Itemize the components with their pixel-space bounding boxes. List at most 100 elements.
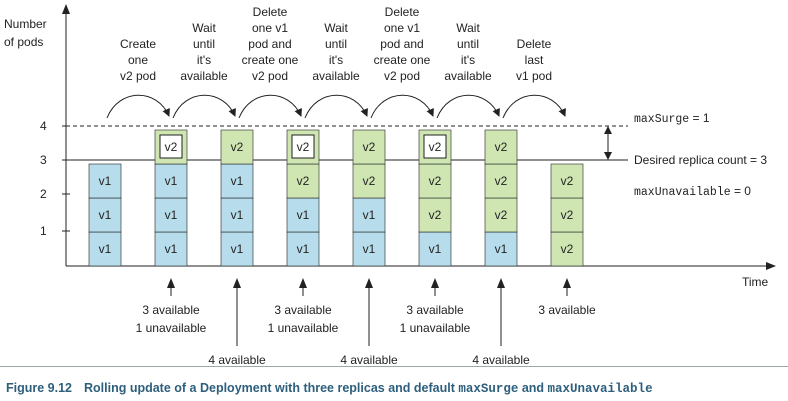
x-axis-arrow bbox=[766, 262, 776, 270]
pod-v2-available-v2 bbox=[220, 129, 254, 165]
pod-v2-available-v2 bbox=[550, 163, 584, 199]
pod-label: v2 bbox=[429, 174, 442, 188]
y-axis-title-line1: Number bbox=[4, 17, 47, 31]
pod-column-5: v1 v1 v2 v2 bbox=[352, 129, 386, 267]
pod-label: v1 bbox=[231, 174, 244, 188]
pod-v1-available-v1 bbox=[154, 163, 188, 199]
pod-column-3: v1 v1 v1 v2 bbox=[220, 129, 254, 267]
pod-v1-available-v1 bbox=[220, 197, 254, 233]
annotation-text: 1 unavailable bbox=[136, 321, 207, 335]
desired-replica-label: Desired replica count = 3 bbox=[634, 153, 767, 167]
pod-unavailable-marker bbox=[159, 134, 183, 159]
pod-column-6: v1 v2 v2 v2 bbox=[418, 129, 452, 267]
pod-label: v1 bbox=[99, 208, 112, 222]
pod-label: v1 bbox=[231, 208, 244, 222]
pod-label: v1 bbox=[297, 242, 310, 256]
annotation-text: 1 unavailable bbox=[268, 321, 339, 335]
annotation-text: 4 available bbox=[208, 353, 266, 366]
pod-label: v2 bbox=[363, 174, 376, 188]
pod-label: v2 bbox=[495, 208, 508, 222]
y-tick-label-1: 1 bbox=[40, 224, 47, 238]
annotation-text: 3 available bbox=[538, 303, 596, 317]
step-arrow bbox=[304, 94, 368, 119]
step-label-line: pod and bbox=[248, 37, 291, 51]
pod-label: v2 bbox=[429, 208, 442, 222]
annotation-arrowhead bbox=[299, 278, 307, 288]
pod-v1-available-v1 bbox=[286, 231, 320, 267]
surge-bracket-bottom-arrow bbox=[604, 152, 612, 160]
step-label-line: Delete bbox=[253, 5, 288, 19]
annotation-arrowhead bbox=[431, 278, 439, 288]
pod-label: v2 bbox=[561, 242, 574, 256]
pod-label: v1 bbox=[165, 174, 178, 188]
figure-caption: Figure 9.12 Rolling update of a Deploymen… bbox=[6, 381, 653, 396]
step-label-line: available bbox=[312, 69, 360, 83]
step-label-line: Delete bbox=[385, 5, 420, 19]
pod-v2-available-v2 bbox=[550, 197, 584, 233]
step-label-line: v2 pod bbox=[384, 69, 420, 83]
pod-label: v2 bbox=[297, 174, 310, 188]
caption-code-max-surge: maxSurge bbox=[458, 382, 519, 396]
y-axis-title-line2: of pods bbox=[4, 35, 43, 49]
caption-number: Figure 9.12 bbox=[6, 381, 72, 395]
pod-label: v2 bbox=[429, 140, 442, 154]
step-label-line: it's bbox=[461, 53, 475, 67]
pod-label: v1 bbox=[495, 242, 508, 256]
annotation-arrowhead bbox=[497, 278, 505, 288]
y-tick-label-2: 2 bbox=[40, 187, 47, 201]
step-arrow bbox=[106, 94, 170, 119]
max-unavailable-name: maxUnavailable bbox=[634, 186, 731, 199]
y-tick-label-3: 3 bbox=[40, 153, 47, 167]
pod-v1-available-v1 bbox=[154, 231, 188, 267]
max-surge-name: maxSurge bbox=[634, 113, 689, 126]
annotation-text: 3 available bbox=[406, 303, 464, 317]
pod-column-4: v1 v1 v2 v2 bbox=[286, 129, 320, 267]
pod-column-7: v1 v2 v2 v2 bbox=[484, 129, 518, 267]
pod-v1-available-v1 bbox=[88, 163, 122, 199]
annotation-arrowhead bbox=[365, 278, 373, 288]
step-label-line: Wait bbox=[324, 21, 348, 35]
pod-label: v1 bbox=[165, 242, 178, 256]
pod-label: v1 bbox=[165, 208, 178, 222]
max-unavailable-label: maxUnavailable = 0 bbox=[634, 184, 751, 199]
pod-label: v2 bbox=[363, 140, 376, 154]
availability-annotation-7: 3 available bbox=[538, 278, 596, 317]
pod-label: v2 bbox=[165, 140, 178, 154]
annotation-arrowhead bbox=[167, 278, 175, 288]
caption-divider bbox=[0, 366, 788, 367]
annotation-text: 1 unavailable bbox=[400, 321, 471, 335]
pod-label: v2 bbox=[231, 140, 244, 154]
step-arrow bbox=[502, 94, 566, 119]
pod-v2-available-v2 bbox=[484, 129, 518, 165]
step-label-line: until bbox=[325, 37, 347, 51]
max-surge-value: = 1 bbox=[689, 111, 710, 125]
step-label-line: until bbox=[457, 37, 479, 51]
pod-v1-available-v1 bbox=[484, 231, 518, 267]
max-unavailable-value: = 0 bbox=[731, 184, 752, 198]
step-7: Delete last v1 pod bbox=[502, 37, 566, 119]
pod-unavailable-marker bbox=[423, 134, 447, 159]
pod-v2-available-v2 bbox=[484, 197, 518, 233]
step-label-line: last bbox=[525, 53, 544, 67]
rolling-update-diagram: Number of pods Time maxSurge = 1 Desired… bbox=[4, 4, 776, 366]
pod-column-2: v1 v1 v1 v2 bbox=[154, 129, 188, 267]
pod-v1-available-v1 bbox=[88, 197, 122, 233]
availability-annotation-1: 3 available 1 unavailable bbox=[136, 278, 207, 335]
step-2: Wait until it's available bbox=[172, 21, 236, 119]
step-label-line: create one bbox=[242, 53, 299, 67]
step-label-line: Delete bbox=[517, 37, 552, 51]
annotation-text: 3 available bbox=[142, 303, 200, 317]
step-label-line: Create bbox=[120, 37, 156, 51]
pod-v2-available-v2 bbox=[286, 163, 320, 199]
pod-label: v2 bbox=[495, 174, 508, 188]
pod-label: v1 bbox=[99, 174, 112, 188]
step-arrow bbox=[436, 94, 500, 119]
pod-v2-available-v2 bbox=[484, 163, 518, 199]
pod-label: v2 bbox=[297, 140, 310, 154]
max-surge-label: maxSurge = 1 bbox=[634, 111, 710, 126]
annotation-text: 4 available bbox=[340, 353, 398, 366]
step-label-line: one v1 bbox=[252, 21, 288, 35]
pod-v2-available-v2 bbox=[352, 163, 386, 199]
y-axis-arrow bbox=[62, 4, 70, 14]
pod-column-8: v2 v2 v2 bbox=[550, 163, 584, 267]
